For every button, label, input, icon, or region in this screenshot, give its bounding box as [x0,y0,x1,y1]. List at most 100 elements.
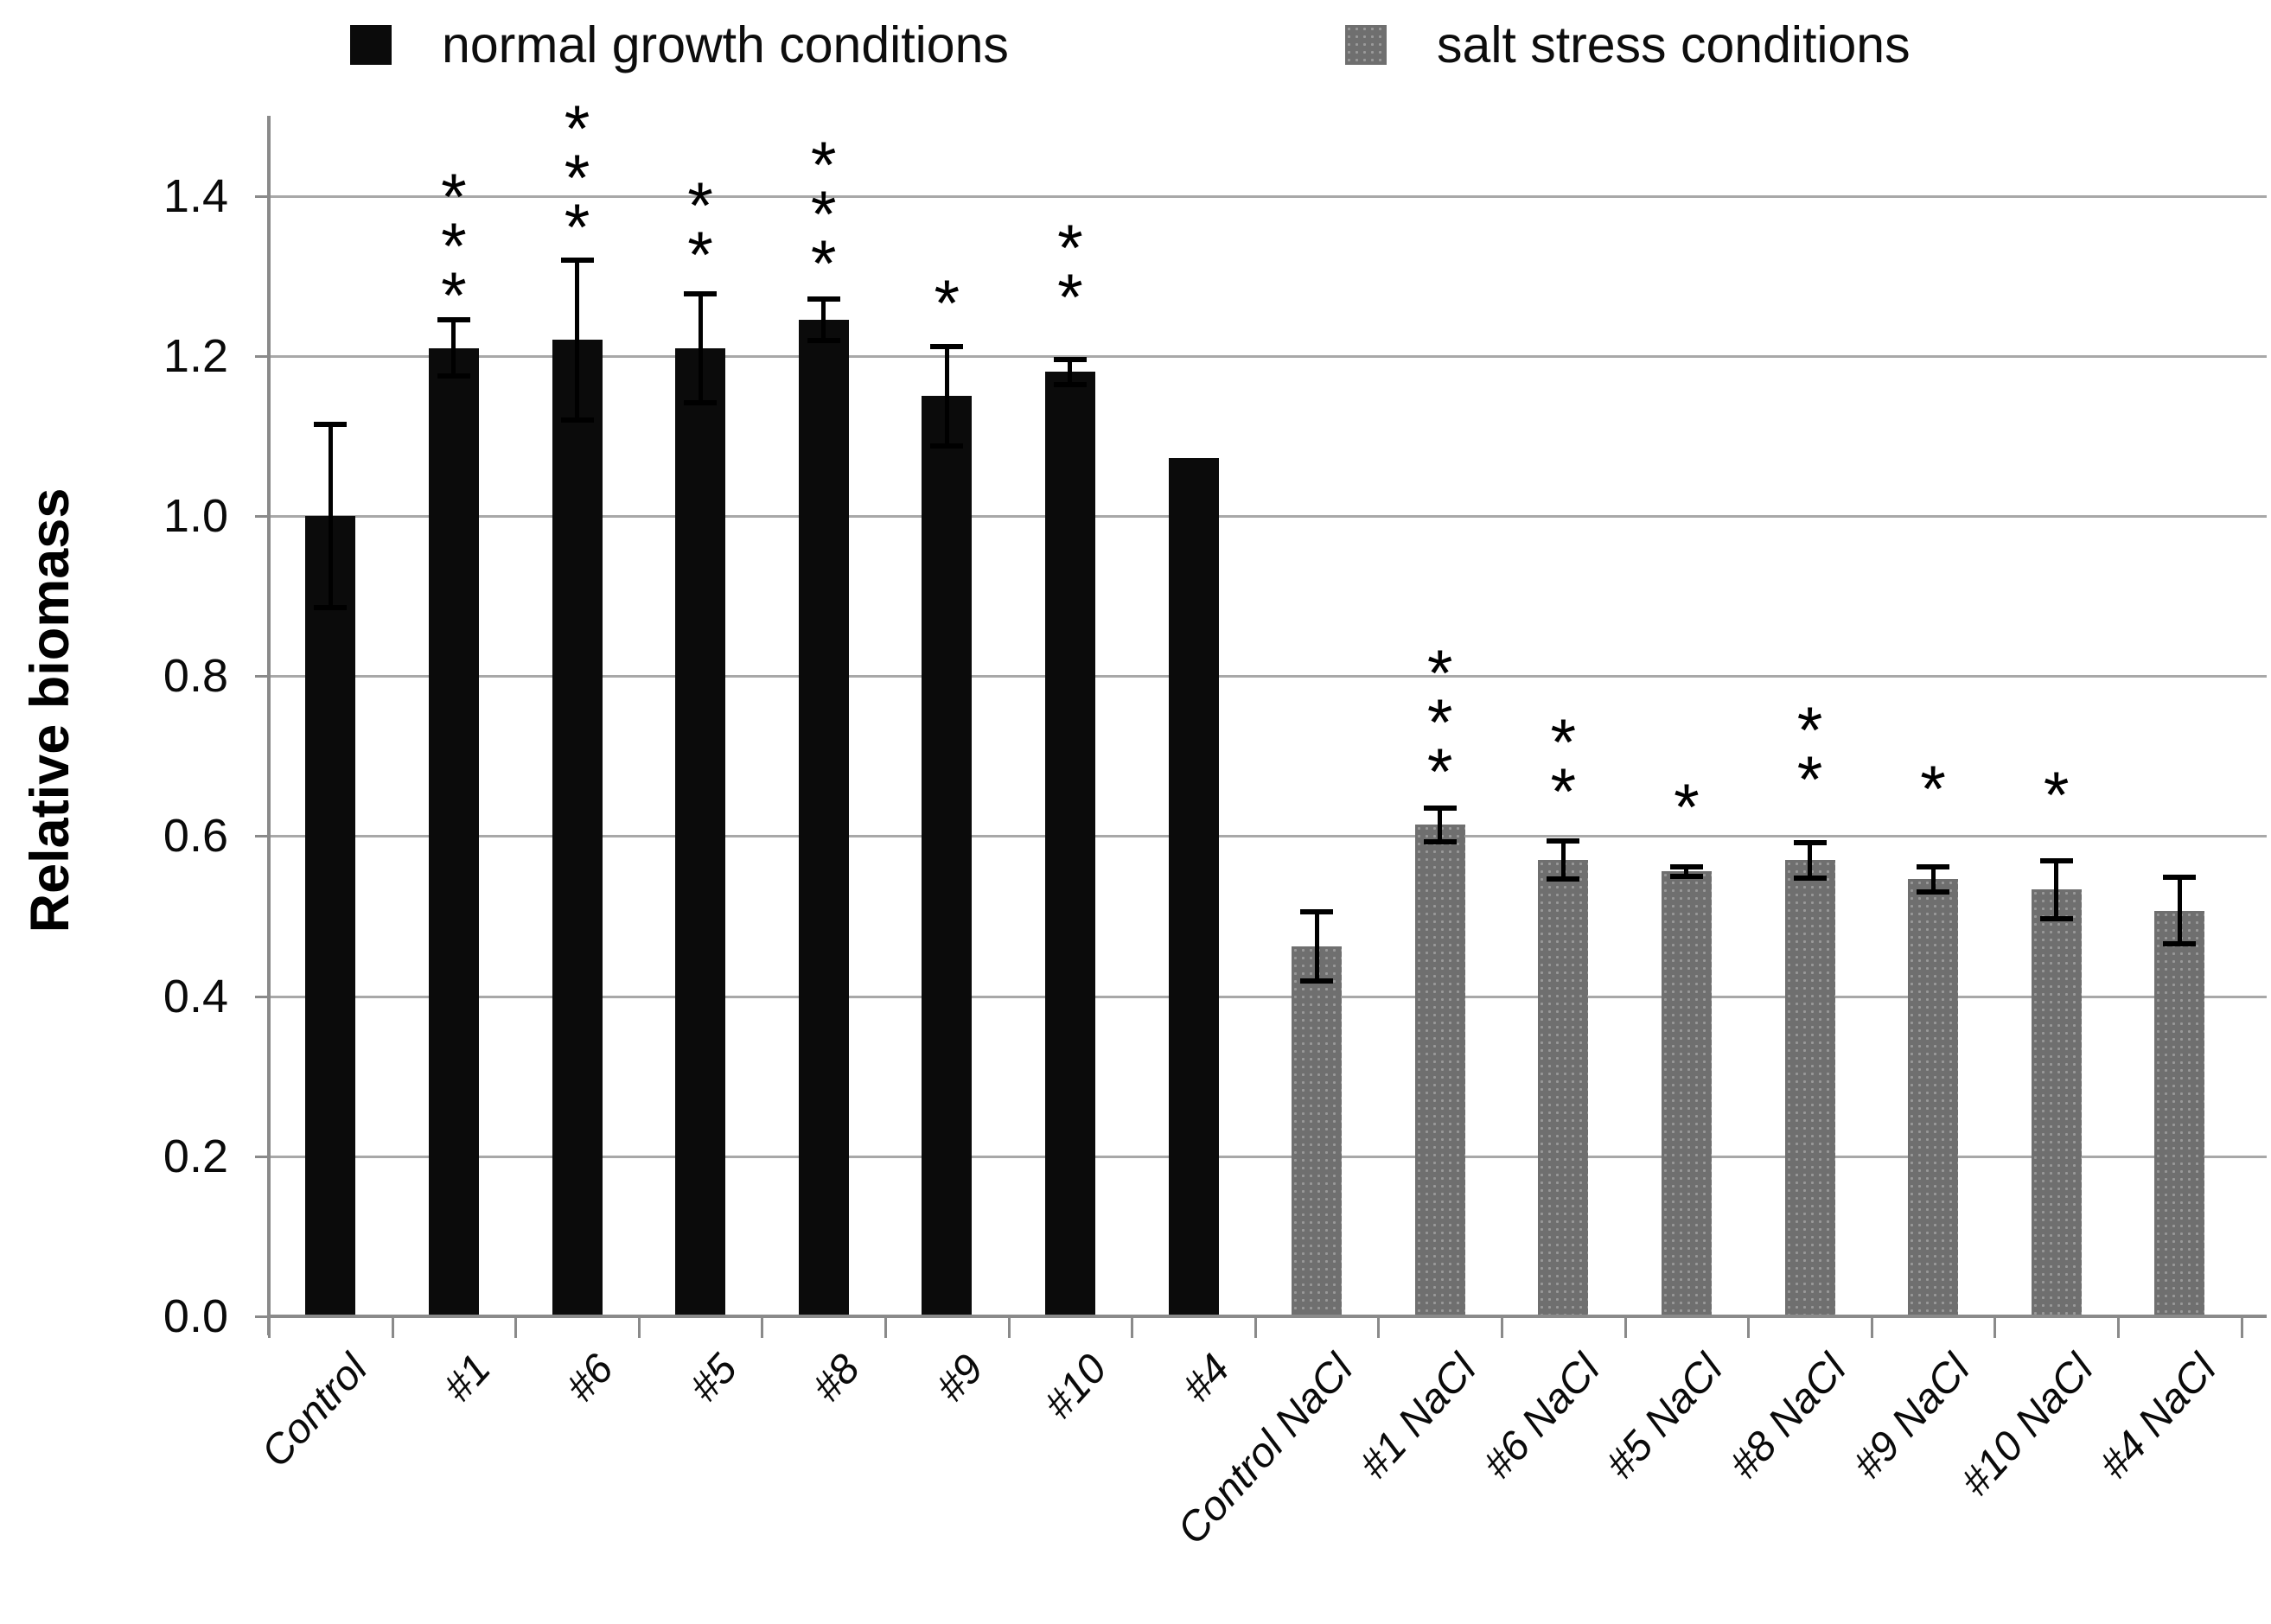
error-bar-cap-bottom-1 [437,373,470,379]
error-bar-cap-bottom-10 [1053,382,1087,388]
error-bar-cap-bottom-6-nacl [1547,876,1580,882]
significance-stars-6: * * * [526,92,629,264]
significance-stars-9-nacl: * [1881,752,1985,826]
asterisk-icon: * [564,92,590,166]
x-tick [514,1316,518,1338]
error-bar-line-9-nacl [1930,866,1936,893]
bar-10-nacl [2031,889,2082,1316]
bar-control [305,516,356,1316]
y-tick-label: 0.2 [163,1130,228,1182]
error-bar-cap-top-6 [560,257,594,263]
x-tick [268,1316,271,1338]
y-tick-1.4 [255,194,271,198]
gridline-0.2 [269,1155,2267,1158]
asterisk-icon: * [564,141,590,215]
significance-stars-5-nacl: * [1635,771,1738,845]
asterisk-icon: * [1426,685,1453,760]
bar-9 [922,396,973,1316]
x-tick-label-control: Control [252,1346,376,1476]
x-tick-label-10-nacl: #10 NaCl [1952,1346,2102,1506]
x-tick [761,1316,764,1338]
asterisk-icon: * [441,258,467,333]
asterisk-icon: * [441,209,467,283]
error-bar-cap-top-1-nacl [1423,805,1457,811]
error-bar-line-9 [944,346,949,446]
asterisk-icon: * [1674,771,1700,845]
bar-6 [552,340,603,1316]
error-bar-cap-bottom-5 [684,399,718,405]
asterisk-icon: * [1426,735,1453,809]
error-bar-cap-bottom-9-nacl [1917,889,1950,895]
x-tick-label-4: #4 [1174,1346,1240,1411]
error-bar-cap-top-5 [684,290,718,296]
error-bar-line-6-nacl [1560,840,1566,880]
bar-8-nacl [1784,860,1835,1316]
y-tick-0.8 [255,675,271,678]
error-bar-cap-bottom-4-nacl [2163,941,2197,947]
x-tick-label-9: #9 [927,1346,992,1411]
asterisk-icon: * [810,177,837,252]
y-tick-label: 0.4 [163,970,228,1022]
x-tick [2240,1316,2243,1338]
x-tick-label-10: #10 [1035,1346,1116,1429]
y-tick-label: 0.6 [163,810,228,863]
error-bar-cap-top-5-nacl [1669,863,1703,869]
error-bar-line-8-nacl [1808,842,1812,878]
error-bar-line-5-nacl [1684,866,1689,876]
gridline-0.4 [269,995,2267,998]
error-bar-cap-top-10 [1053,356,1087,362]
error-bar-line-5 [698,293,703,403]
x-tick [1377,1316,1381,1338]
significance-stars-9: * [895,266,998,341]
legend-label-normal: normal growth conditions [442,16,1009,73]
significance-stars-6-nacl: * * [1511,710,1615,829]
x-tick [1007,1316,1011,1338]
asterisk-icon: * [2043,759,2070,833]
error-bar-line-control [328,424,333,608]
gridline-1.4 [269,194,2267,198]
x-tick [1870,1316,1873,1338]
bar-5-nacl [1661,871,1712,1316]
asterisk-icon: * [1550,755,1577,829]
error-bar-cap-top-9-nacl [1917,863,1950,869]
significance-stars-5: * * [648,169,752,289]
error-bar-cap-top-6-nacl [1547,837,1580,844]
x-tick-label-6-nacl: #6 NaCl [1474,1346,1609,1488]
asterisk-icon: * [934,266,960,341]
y-tick-0.6 [255,835,271,838]
asterisk-icon: * [1920,752,1946,826]
asterisk-icon: * [441,160,467,234]
x-tick-label-8: #8 [804,1346,870,1411]
x-tick [1254,1316,1257,1338]
error-bar-cap-bottom-10-nacl [2039,915,2073,921]
bar-10 [1044,372,1095,1316]
x-tick [2117,1316,2120,1338]
bar-1-nacl [1414,825,1465,1316]
asterisk-icon: * [1057,212,1083,286]
bar-5 [675,347,726,1316]
x-tick-label-8-nacl: #8 NaCl [1720,1346,1856,1488]
asterisk-icon: * [687,169,713,244]
significance-stars-10: * * [1018,212,1122,335]
bar-8 [798,320,849,1316]
error-bar-line-10 [1068,359,1073,385]
significance-stars-8: * * * [772,132,876,296]
x-tick [391,1316,394,1338]
error-bar-cap-top-9 [930,343,964,349]
asterisk-icon: * [1426,636,1453,710]
legend-swatch-salt-icon [1345,25,1387,65]
error-bar-cap-top-control-nacl [1300,909,1334,915]
significance-stars-1-nacl: * * * [1388,636,1492,809]
x-tick [637,1316,641,1338]
bar-6-nacl [1538,860,1589,1316]
y-tick-1.0 [255,515,271,518]
x-tick-label-5: #5 [680,1346,746,1411]
x-tick-label-4-nacl: #4 NaCl [2090,1346,2225,1488]
asterisk-icon: * [564,190,590,264]
error-bar-cap-bottom-1-nacl [1423,838,1457,844]
legend-item-salt: salt stress conditions [1345,12,1911,78]
gridline-1.0 [269,515,2267,518]
error-bar-line-8 [821,299,826,341]
asterisk-icon: * [1057,261,1083,335]
